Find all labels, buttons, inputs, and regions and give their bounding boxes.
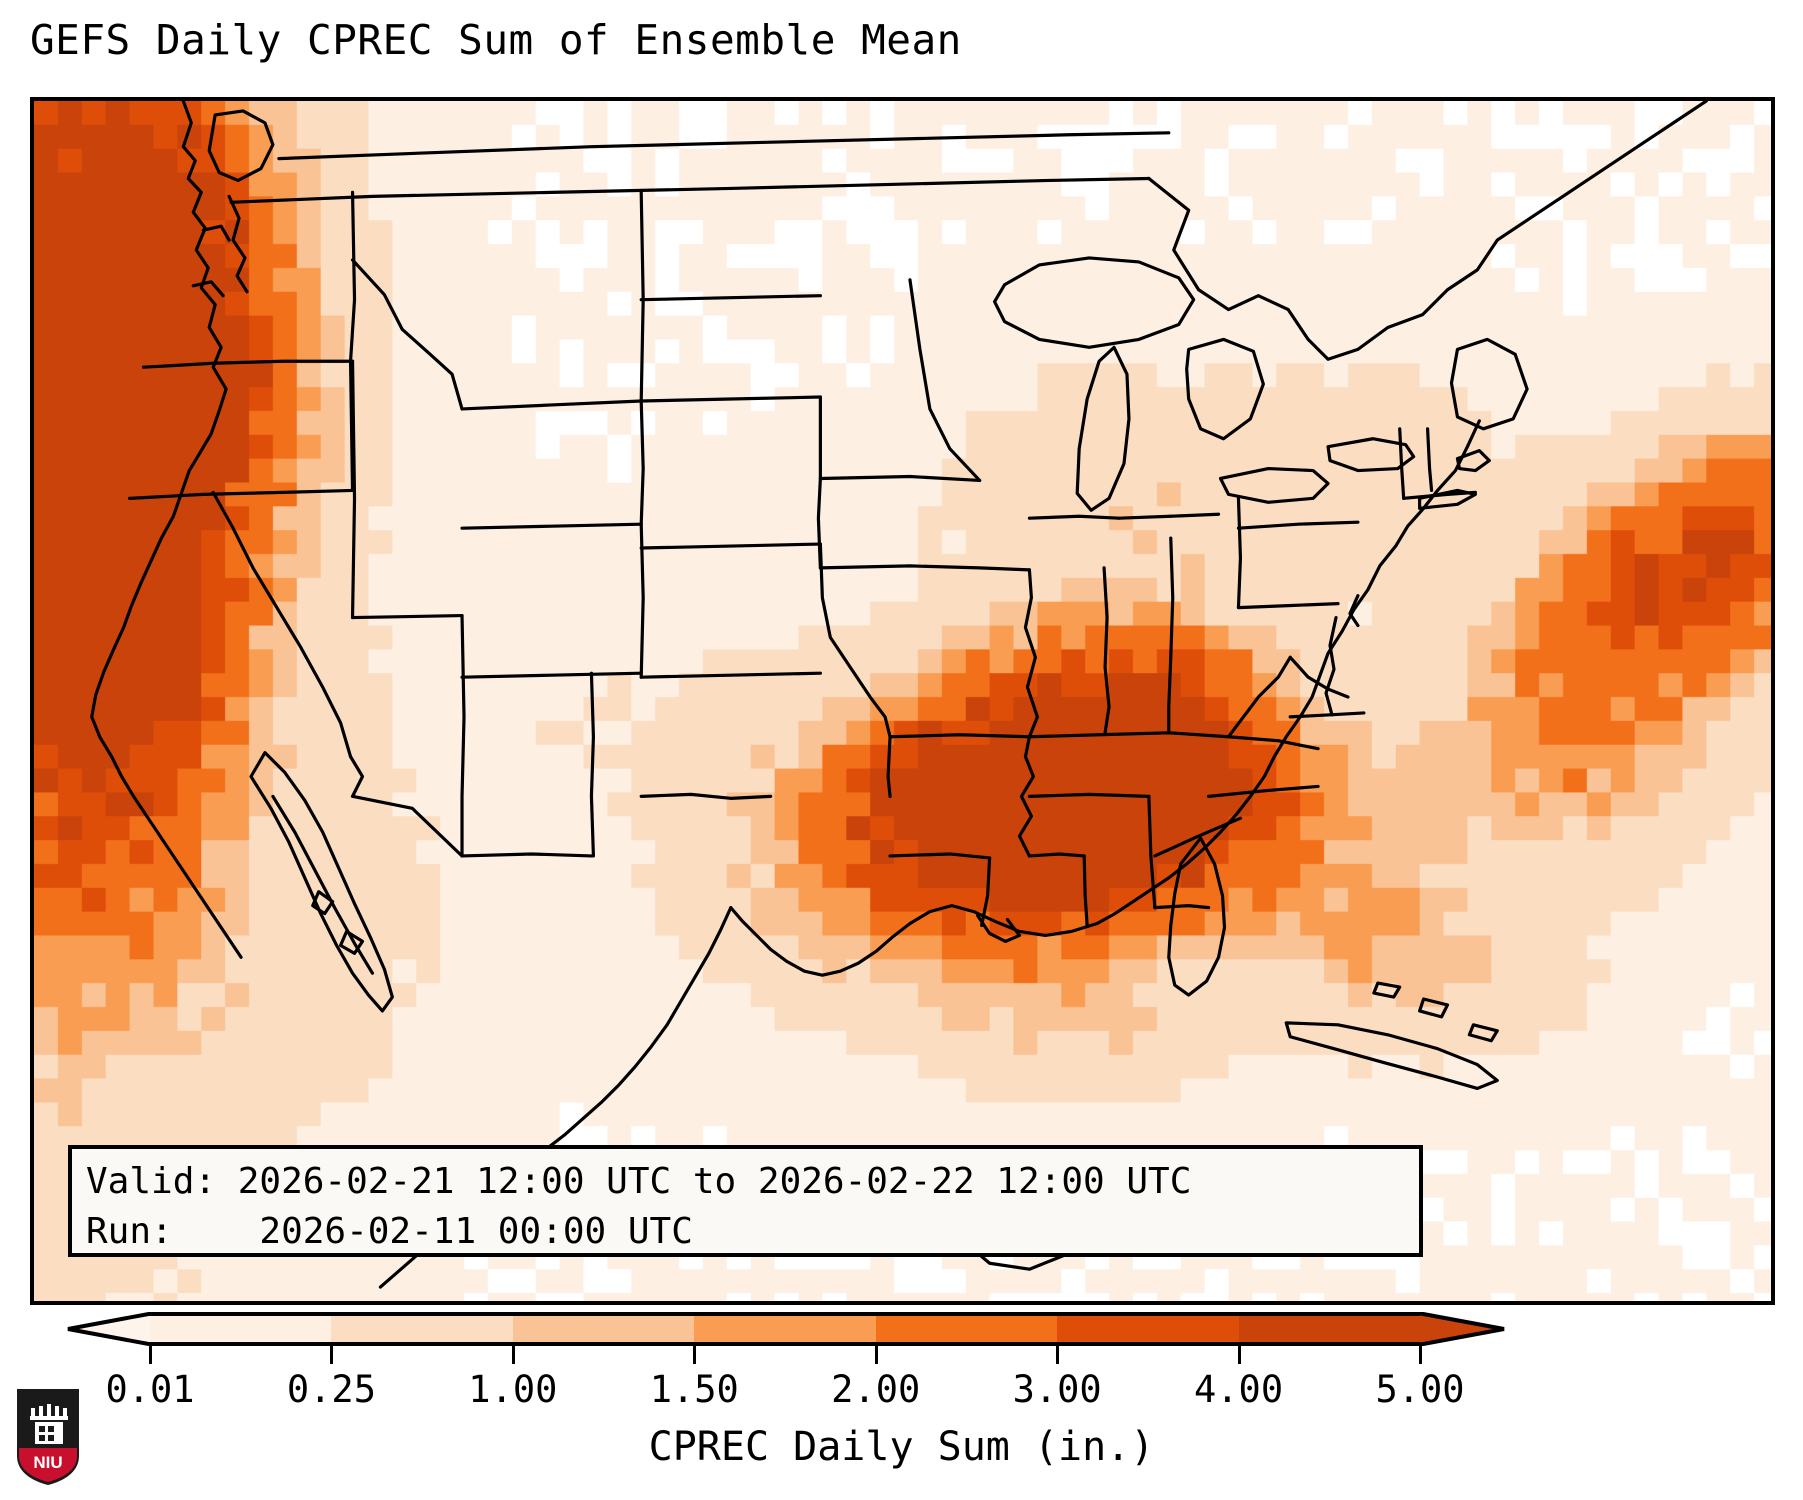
logo-shield-red-band xyxy=(19,1448,77,1482)
colorbar-axis-title: CPREC Daily Sum (in.) xyxy=(648,1424,1155,1470)
valid-time-line: Valid: 2026-02-21 12:00 UTC to 2026-02-2… xyxy=(86,1161,1192,1202)
logo-castle-windows xyxy=(39,1426,54,1441)
colorbar-gradient xyxy=(150,1312,1420,1346)
colorbar-tick-1 xyxy=(330,1346,334,1364)
map-panel xyxy=(30,97,1775,1305)
colorbar-tick-7 xyxy=(1419,1346,1422,1364)
colorbar-band-6 xyxy=(1238,1316,1420,1342)
colorbar-ticks xyxy=(0,1346,1803,1366)
niu-logo: NIU xyxy=(17,1389,79,1485)
colorbar-tick-label-3: 1.50 xyxy=(649,1368,739,1411)
run-time-line: Run: 2026-02-11 00:00 UTC xyxy=(86,1211,693,1252)
colorbar-band-0 xyxy=(150,1316,332,1342)
colorbar-band-3 xyxy=(694,1316,876,1342)
colorbar-tick-label-7: 5.00 xyxy=(1375,1368,1465,1411)
colorbar-tick-label-0: 0.01 xyxy=(105,1368,195,1411)
logo-text: NIU xyxy=(33,1453,62,1472)
colorbar-tick-6 xyxy=(1237,1346,1241,1364)
colorbar-band-4 xyxy=(875,1316,1058,1342)
colorbar-tick-label-5: 3.00 xyxy=(1012,1368,1102,1411)
forecast-metadata-box: Valid: 2026-02-21 12:00 UTC to 2026-02-2… xyxy=(68,1145,1423,1257)
colorbar-over-arrow xyxy=(1420,1312,1502,1346)
colorbar-tick-label-6: 4.00 xyxy=(1194,1368,1284,1411)
colorbar-band-5 xyxy=(1057,1316,1239,1342)
colorbar-under-arrow xyxy=(68,1312,150,1346)
colorbar xyxy=(0,1312,1803,1368)
colorbar-tick-3 xyxy=(693,1346,697,1364)
colorbar-tick-label-2: 1.00 xyxy=(468,1368,558,1411)
colorbar-tick-4 xyxy=(874,1346,878,1364)
colorbar-tick-label-4: 2.00 xyxy=(831,1368,921,1411)
colorbar-tick-labels: 0.01 0.25 1.00 1.50 2.00 3.00 4.00 5.00 xyxy=(0,1368,1803,1418)
colorbar-band-1 xyxy=(331,1316,513,1342)
colorbar-tick-0 xyxy=(149,1346,152,1364)
page-title: GEFS Daily CPREC Sum of Ensemble Mean xyxy=(30,16,962,64)
colorbar-tick-2 xyxy=(511,1346,515,1364)
colorbar-band-2 xyxy=(512,1316,695,1342)
precipitation-heatmap xyxy=(34,101,1771,1301)
colorbar-tick-label-1: 0.25 xyxy=(286,1368,376,1411)
colorbar-tick-5 xyxy=(1056,1346,1060,1364)
